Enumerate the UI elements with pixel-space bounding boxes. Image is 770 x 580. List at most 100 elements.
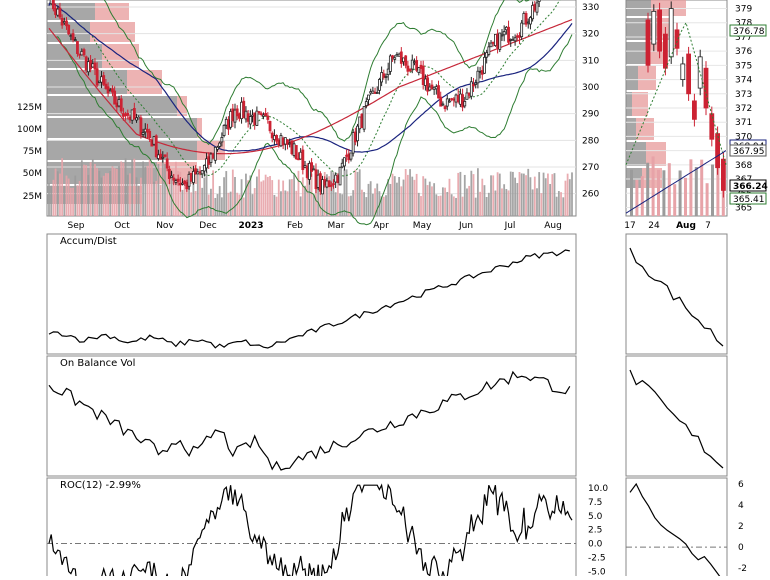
volume-bar: [133, 158, 136, 216]
volume-bar: [269, 175, 271, 216]
zoom-value-tag: 366.24: [733, 182, 768, 192]
candle-body: [132, 107, 136, 120]
volume-bar: [126, 174, 129, 216]
candle-body: [413, 61, 416, 64]
candle-body: [82, 49, 86, 56]
candle-body: [445, 98, 449, 107]
candle-body: [404, 55, 408, 66]
zoom-candle-body: [674, 29, 680, 49]
volume-bar: [188, 186, 190, 216]
candle-body: [246, 113, 250, 122]
volume-bar: [229, 191, 232, 216]
candle-body: [338, 166, 342, 186]
volume-bar: [466, 188, 468, 216]
volume-bar: [253, 188, 256, 216]
candle-body: [408, 68, 412, 72]
zoom-candle-body: [663, 33, 668, 69]
candle-body: [192, 171, 195, 183]
candle-body: [257, 111, 261, 114]
volume-bar: [83, 164, 85, 216]
volume-bar: [146, 165, 149, 216]
volume-bar: [72, 187, 74, 216]
x-axis-label: Jun: [458, 221, 473, 231]
candle-body: [93, 62, 97, 70]
price-tick-label: 280: [582, 136, 599, 146]
volume-bar: [356, 171, 359, 216]
volume-bar: [490, 175, 492, 216]
candle-body: [509, 38, 513, 41]
zoom-value-tag-box: [729, 24, 767, 37]
candle-body: [386, 68, 390, 76]
candle-body: [524, 13, 528, 25]
candle-body: [345, 154, 349, 157]
volume-bar: [483, 185, 486, 216]
volume-bar: [155, 180, 158, 216]
candle-body: [290, 140, 294, 155]
zoom-candle-body: [668, 8, 674, 58]
candle-body: [49, 0, 53, 5]
zoom-vbp-up: [626, 66, 638, 90]
candle-body: [461, 94, 464, 108]
volume-bar: [234, 177, 236, 216]
volume-bar: [555, 196, 558, 216]
zoom-price-tick: 365: [735, 203, 752, 213]
candle-body: [334, 174, 338, 183]
volume-bar: [437, 196, 440, 216]
volume-bar: [571, 172, 573, 216]
volume-bar: [164, 163, 166, 216]
volume-bar: [520, 173, 523, 216]
roc-tick-label: 10.0: [588, 484, 608, 494]
volume-bar: [564, 180, 567, 216]
candle-body: [487, 46, 491, 55]
volume-bar: [159, 184, 162, 216]
candle-body: [439, 96, 443, 107]
roc-tick-label: -2.5: [588, 553, 606, 563]
zoom-candle-body: [680, 63, 686, 80]
zoom-candle-body: [703, 67, 709, 109]
candle-body: [172, 177, 176, 181]
volume-bar: [111, 166, 114, 216]
volume-bar: [560, 192, 562, 216]
candle-body: [491, 41, 495, 44]
candle-body: [391, 55, 394, 59]
candle-body: [200, 170, 204, 175]
candle-body: [163, 154, 167, 157]
candle-body: [419, 64, 423, 69]
volume-bar: [529, 177, 532, 216]
volume-bar: [185, 184, 188, 216]
candle-body: [78, 53, 82, 56]
x-axis-label: Nov: [156, 221, 174, 231]
volume-bar: [553, 173, 556, 216]
volume-bar: [387, 179, 390, 216]
candle-body: [299, 151, 303, 160]
candle-body: [452, 98, 456, 101]
zoom-price-tick: 370: [735, 132, 752, 142]
volume-bar: [507, 190, 510, 216]
volume-bar: [450, 194, 453, 216]
zoom-vbp-down: [646, 142, 666, 166]
volume-bar: [266, 176, 269, 216]
candle-body: [196, 171, 200, 175]
volume-bar: [288, 179, 291, 216]
roc-tick-label: 7.5: [588, 498, 602, 508]
candle-body: [421, 65, 425, 86]
zoom-volume-bar: [705, 183, 709, 216]
volume-bar: [61, 158, 64, 216]
volume-bar: [264, 174, 267, 216]
volume-bar: [374, 188, 376, 216]
candle-body: [165, 158, 169, 169]
candle-body: [237, 113, 241, 119]
candle-body: [308, 162, 311, 180]
zoom-volume-bar: [640, 176, 644, 216]
candle-body: [312, 168, 316, 171]
candle-body: [189, 173, 193, 182]
volume-bar: [299, 196, 302, 216]
candle-body: [529, 17, 532, 25]
candle-body: [402, 57, 405, 63]
zoom-candle-body: [715, 133, 720, 169]
volume-bar: [398, 176, 401, 216]
volume-bar: [345, 169, 348, 216]
volume-bar: [304, 185, 306, 216]
candle-body: [91, 63, 95, 68]
volume-bar: [129, 173, 131, 216]
